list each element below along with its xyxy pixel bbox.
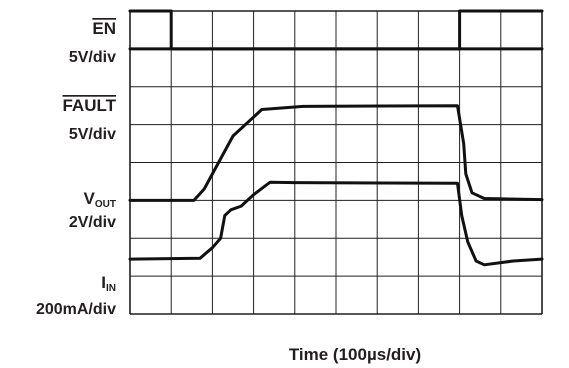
x-axis-label: Time (100µs/div) xyxy=(289,345,421,364)
vout-name-main: V xyxy=(84,189,96,208)
vout-name-sub: OUT xyxy=(95,199,116,210)
iin-name-main: I xyxy=(101,273,106,292)
vout-channel-name: VOUT xyxy=(84,189,116,210)
iin-channel-name: IIN xyxy=(101,273,116,294)
plot-grid xyxy=(129,10,543,315)
fault-channel-scale: 5V/div xyxy=(69,126,116,143)
iin-channel-scale: 200mA/div xyxy=(36,301,116,318)
vout-channel-scale: 2V/div xyxy=(69,214,116,231)
trace-layer xyxy=(128,9,544,267)
en-channel-scale: 5V/div xyxy=(69,49,116,66)
iin-trace xyxy=(128,180,544,267)
vout-trace xyxy=(128,104,544,202)
en-channel-name: EN xyxy=(92,19,116,38)
iin-name-sub: IN xyxy=(106,283,116,294)
fault-channel-name: FAULT xyxy=(62,96,116,115)
